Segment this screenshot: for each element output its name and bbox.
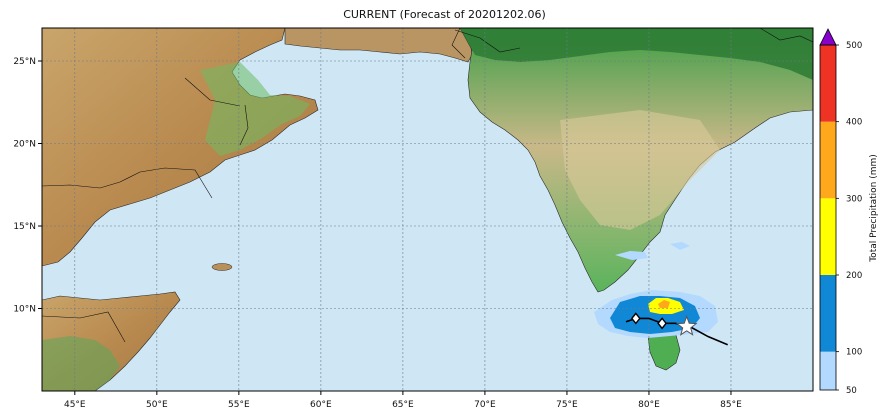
map-border [41, 27, 814, 392]
lat-tick-label: 20°N [13, 140, 36, 150]
lat-tick-label: 10°N [13, 305, 36, 315]
lon-tick-label: 60°E [310, 400, 332, 410]
longitude-axis: 45°E 50°E 55°E 60°E 65°E 70°E 75°E 80°E 85°E [64, 391, 742, 410]
colorbar-segment [820, 351, 836, 390]
colorbar-tick-label: 400 [846, 118, 862, 128]
graticule [42, 28, 813, 391]
track-markers [630, 312, 667, 330]
track-diamond-marker [657, 317, 667, 330]
colorbar-tick-label: 100 [846, 348, 862, 358]
colorbar-segment [820, 45, 836, 122]
latitude-axis: 10°N 15°N 20°N 25°N [13, 57, 42, 315]
colorbar-tick-label: 500 [846, 41, 862, 51]
colorbar-label: Total Precipitation (mm) [869, 154, 879, 263]
land-socotra [211, 263, 233, 271]
land-deccan [560, 110, 720, 230]
precip-50-100-north [615, 251, 648, 260]
colorbar-tick-label: 50 [846, 386, 857, 396]
land-himalaya [460, 28, 813, 80]
lon-tick-label: 70°E [474, 400, 496, 410]
star-icon [675, 315, 698, 336]
lon-tick-label: 80°E [638, 400, 660, 410]
lon-tick-label: 45°E [64, 400, 86, 410]
map-title: CURRENT (Forecast of 20201202.06) [343, 8, 546, 21]
land-africa-green [42, 336, 120, 391]
lon-tick-label: 75°E [556, 400, 578, 410]
colorbar-frame [819, 44, 837, 391]
current-position-star [675, 315, 698, 336]
colorbar-tick-label: 300 [846, 194, 862, 204]
lat-tick-label: 15°N [13, 222, 36, 232]
track-diamond-marker [630, 312, 641, 325]
colorbar-extend-triangle [819, 28, 837, 46]
land-arabia-green [200, 62, 310, 156]
lat-tick-label: 25°N [13, 57, 36, 67]
lon-tick-label: 55°E [228, 400, 250, 410]
lon-tick-label: 65°E [392, 400, 414, 410]
map-area [42, 28, 813, 391]
precip-50-100-north2 [670, 242, 690, 250]
colorbar-segment [820, 275, 836, 352]
lon-tick-label: 50°E [146, 400, 168, 410]
colorbar: 50 100 200 300 400 500 [819, 28, 862, 396]
precip-300-400 [658, 300, 670, 308]
colorbar-tick-label: 200 [846, 271, 862, 281]
colorbar-segment [820, 198, 836, 275]
lon-tick-label: 85°E [720, 400, 742, 410]
colorbar-segment [820, 121, 836, 199]
